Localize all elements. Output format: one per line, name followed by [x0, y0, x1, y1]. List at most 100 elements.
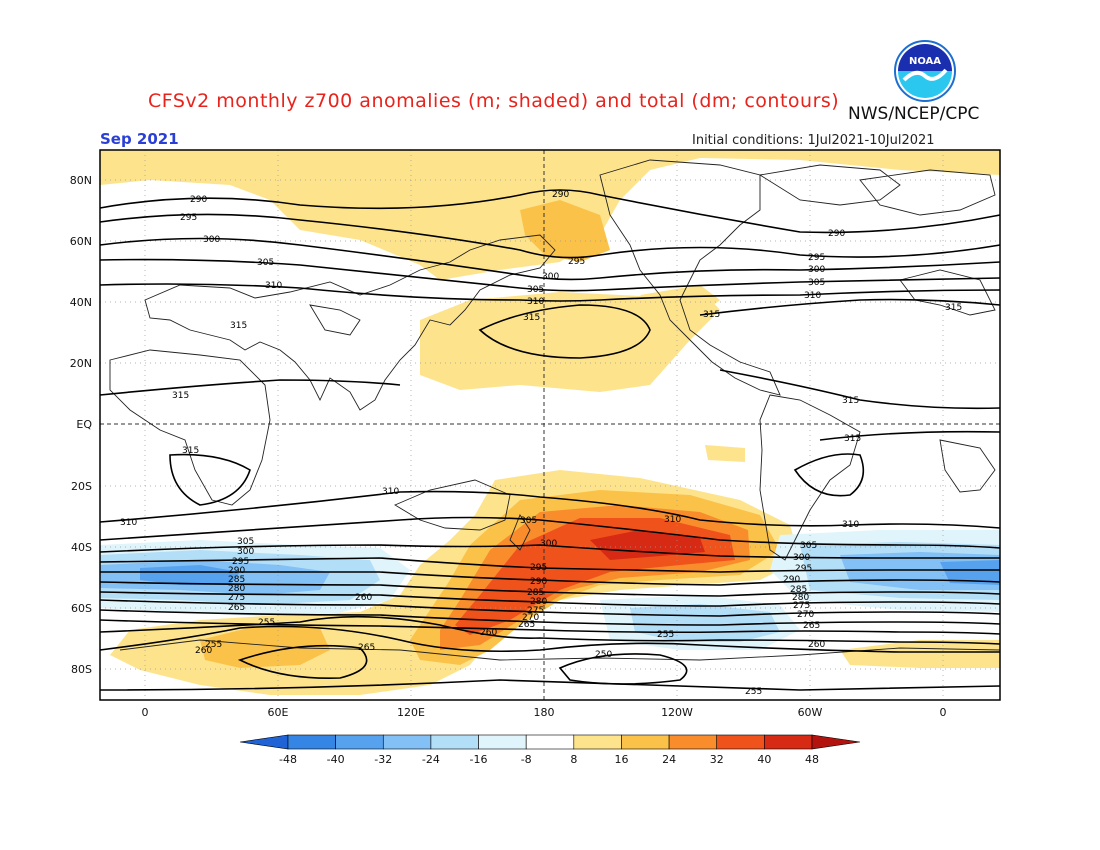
contour-label-310: 310 — [842, 520, 859, 530]
initial-conditions-label: Initial conditions: 1Jul2021-10Jul2021 — [692, 133, 935, 148]
contour-label-305: 305 — [527, 285, 544, 295]
lat-label: 20N — [70, 357, 92, 370]
contour-label-315: 315 — [230, 321, 247, 331]
colorbar-swatch — [621, 734, 670, 750]
contour-label-285: 285 — [790, 585, 807, 595]
contour-label-300: 300 — [542, 272, 559, 282]
colorbar-swatch — [430, 734, 479, 750]
colorbar-swatch — [716, 734, 765, 750]
contour-255-south — [99, 625, 1000, 653]
contour-305-south — [99, 516, 1001, 549]
lat-label: 40S — [71, 541, 92, 554]
colorbar-tick-label: 8 — [570, 753, 577, 766]
contour-label-260: 260 — [808, 640, 825, 650]
lat-label: 20S — [71, 480, 92, 493]
contour-label-305: 305 — [257, 258, 274, 268]
colorbar-swatch — [478, 734, 527, 750]
contour-label-295: 295 — [808, 253, 825, 263]
contour-label-310: 310 — [265, 281, 282, 291]
colorbar-tick-label: -24 — [422, 753, 440, 766]
contour-label-280: 280 — [228, 584, 245, 594]
contour-label-310: 310 — [527, 297, 544, 307]
contour-label-315: 315 — [182, 446, 199, 456]
contour-label-265: 265 — [518, 620, 535, 630]
contour-label-285: 285 — [228, 575, 245, 585]
contour-label-290: 290 — [552, 190, 569, 200]
height-contours — [99, 189, 1001, 691]
contour-label-275: 275 — [793, 601, 810, 611]
lon-label: 120E — [397, 706, 425, 719]
lat-label: 40N — [70, 296, 92, 309]
contour-300-south — [99, 544, 1000, 559]
contour-label-280: 280 — [792, 593, 809, 603]
contour-label-295: 295 — [795, 564, 812, 574]
contour-label-290: 290 — [783, 575, 800, 585]
contour-310-south — [99, 490, 1001, 529]
svg-text:NOAA: NOAA — [909, 56, 941, 67]
contour-label-290: 290 — [190, 195, 207, 205]
contour-label-295: 295 — [568, 257, 585, 267]
contour-label-265: 265 — [803, 621, 820, 631]
colorbar-tick-label: -40 — [327, 753, 345, 766]
colorbar-arrow-left — [239, 734, 289, 750]
contour-label-305: 305 — [808, 278, 825, 288]
contour-label-300: 300 — [808, 265, 825, 275]
contour-label-250: 250 — [595, 650, 612, 660]
colorbar-tick-label: -16 — [470, 753, 488, 766]
colorbar-swatch — [764, 734, 813, 750]
contour-label-295: 295 — [232, 557, 249, 567]
contour-label-260: 260 — [355, 593, 372, 603]
contour-315-pacific-high — [478, 304, 651, 359]
colorbar-swatch — [573, 734, 622, 750]
contour-label-305: 305 — [520, 516, 537, 526]
contour-label-270: 270 — [797, 610, 814, 620]
noaa-logo-icon: NOAA — [894, 40, 956, 102]
contour-label-310: 310 — [664, 515, 681, 525]
lat-label: 60N — [70, 235, 92, 248]
contour-label-260: 260 — [195, 646, 212, 656]
lat-label: EQ — [76, 418, 92, 431]
contour-305-north — [99, 258, 1001, 292]
contour-315-tropic-n-east — [719, 369, 1001, 410]
colorbar-swatch — [668, 734, 718, 750]
coastlines — [109, 159, 1001, 661]
contour-label-265: 265 — [228, 603, 245, 613]
colorbar-swatch — [287, 734, 336, 750]
lon-label: 120W — [661, 706, 693, 719]
contour-label-255: 255 — [657, 630, 674, 640]
contour-label-275: 275 — [527, 606, 544, 616]
lat-label: 60S — [71, 602, 92, 615]
lon-label: 180 — [534, 706, 555, 719]
lon-label: 60E — [268, 706, 289, 719]
longitude-labels: 0 60E 120E 180 120W 60W 0 — [142, 706, 947, 719]
colorbar-tick-label: -8 — [521, 753, 532, 766]
lat-label: 80S — [71, 663, 92, 676]
lon-label: 60W — [798, 706, 823, 719]
contour-label-275: 275 — [228, 593, 245, 603]
contour-290-south — [99, 571, 1001, 586]
graticule — [100, 150, 1000, 700]
contour-265-south — [99, 619, 1001, 635]
map-frame — [99, 149, 1001, 701]
contour-label-300: 300 — [237, 547, 254, 557]
colorbar-tick-label: 24 — [662, 753, 676, 766]
contour-280-south — [99, 591, 1001, 607]
colorbar-tick-label: 16 — [614, 753, 628, 766]
contour-label-305: 305 — [800, 541, 817, 551]
contour-260-south — [99, 615, 1001, 645]
contour-310-north — [99, 283, 1001, 302]
chart-title: CFSv2 monthly z700 anomalies (m; shaded)… — [148, 90, 840, 112]
contour-label-280: 280 — [530, 597, 547, 607]
contour-label-255: 255 — [205, 640, 222, 650]
colorbar-swatch — [525, 734, 575, 750]
contour-315-east — [819, 430, 1001, 441]
valid-month-label: Sep 2021 — [100, 130, 179, 148]
contour-label-285: 285 — [527, 588, 544, 598]
contour-270-south — [99, 609, 1001, 626]
colorbar-arrow-right — [811, 734, 861, 750]
contour-label-265: 265 — [358, 643, 375, 653]
contour-label-315: 315 — [172, 391, 189, 401]
contour-255-antarctic — [99, 679, 1001, 691]
contour-label-300: 300 — [203, 235, 220, 245]
